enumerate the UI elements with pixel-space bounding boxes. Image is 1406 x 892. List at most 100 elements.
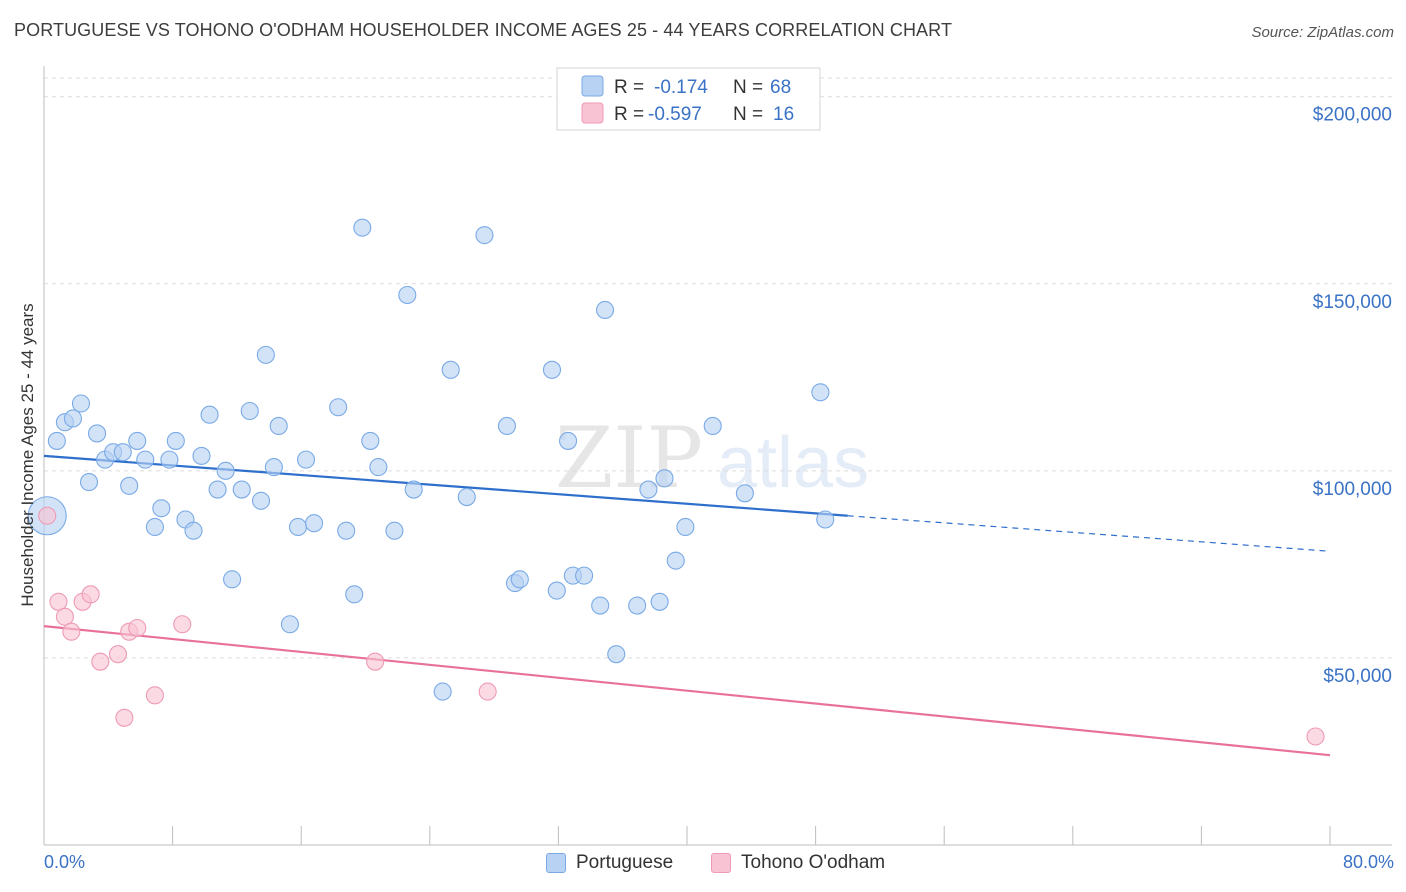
- legend-n-label: N =: [733, 104, 763, 125]
- data-point-portuguese: [128, 431, 147, 450]
- data-point-portuguese: [666, 551, 685, 570]
- data-point-portuguese: [345, 585, 364, 604]
- legend-r-label: R =: [614, 104, 644, 125]
- data-point-tohono: [1306, 727, 1325, 746]
- y-tick-labels: $50,000 $100,000 $150,000 $200,000: [1313, 105, 1392, 687]
- data-point-portuguese: [441, 360, 460, 379]
- legend-label-tohono: Tohono O'odham: [741, 852, 886, 873]
- watermark: ZIP atlas: [555, 409, 869, 507]
- data-point-tohono: [91, 652, 110, 671]
- legend-n-value: 16: [773, 104, 794, 125]
- data-point-portuguese: [288, 517, 308, 537]
- data-point-portuguese: [558, 431, 578, 450]
- data-point-portuguese: [457, 487, 476, 507]
- correlation-legend: R = -0.174 N = 68 R = -0.597 N = 16: [556, 67, 821, 131]
- data-point-tohono: [478, 682, 497, 701]
- data-point-portuguese: [87, 424, 107, 443]
- legend-item-tohono: Tohono O'odham: [711, 852, 885, 874]
- y-tick-label: $50,000: [1323, 666, 1392, 687]
- axes: [43, 66, 1392, 846]
- data-point-portuguese: [337, 521, 356, 540]
- data-point-portuguese: [120, 476, 139, 495]
- data-point-portuguese: [816, 510, 835, 529]
- data-point-portuguese: [192, 446, 211, 465]
- y-tick-label: $150,000: [1313, 292, 1392, 313]
- data-point-portuguese: [607, 645, 626, 664]
- data-points: [27, 218, 1325, 746]
- data-point-tohono: [173, 615, 192, 634]
- data-point-portuguese: [329, 398, 348, 417]
- data-point-tohono: [55, 607, 74, 626]
- series-legend: Portuguese Tohono O'odham: [0, 852, 1406, 876]
- data-point-portuguese: [216, 461, 235, 480]
- data-point-portuguese: [591, 596, 610, 615]
- data-point-portuguese: [353, 218, 372, 237]
- data-point-portuguese: [166, 431, 185, 450]
- data-point-portuguese: [676, 517, 695, 537]
- data-point-portuguese: [280, 615, 299, 634]
- legend-label-portuguese: Portuguese: [576, 852, 674, 873]
- data-point-portuguese: [475, 226, 494, 245]
- trend-line-portuguese-extension: [847, 515, 1331, 552]
- data-point-portuguese: [251, 491, 271, 510]
- trend-lines: [43, 454, 1331, 757]
- data-point-tohono: [49, 592, 68, 611]
- x-tick-label-min: 0.0%: [44, 852, 86, 872]
- data-point-portuguese: [639, 480, 658, 499]
- data-point-tohono: [145, 686, 164, 705]
- data-point-portuguese: [232, 480, 251, 499]
- data-point-portuguese: [361, 431, 380, 450]
- data-point-portuguese: [650, 592, 669, 611]
- data-point-portuguese: [655, 469, 674, 488]
- data-point-portuguese: [145, 517, 164, 537]
- data-point-portuguese: [547, 581, 566, 600]
- data-point-portuguese: [200, 405, 219, 424]
- y-tick-label: $200,000: [1313, 105, 1392, 126]
- legend-r-label: R =: [614, 77, 644, 98]
- data-point-tohono: [108, 645, 127, 664]
- data-point-portuguese: [497, 416, 517, 436]
- data-point-portuguese: [735, 484, 754, 503]
- trend-line-portuguese: [43, 454, 848, 517]
- data-point-portuguese: [113, 443, 132, 462]
- data-point-tohono: [38, 506, 57, 525]
- data-point-portuguese: [398, 285, 417, 305]
- data-point-portuguese: [595, 300, 615, 320]
- data-point-portuguese: [575, 566, 594, 585]
- data-point-portuguese: [510, 570, 529, 589]
- data-point-portuguese: [79, 473, 99, 492]
- data-point-portuguese: [628, 596, 647, 615]
- chart-title: PORTUGUESE VS TOHONO O'ODHAM HOUSEHOLDER…: [14, 20, 953, 40]
- legend-swatch-portuguese: [581, 75, 604, 97]
- data-point-portuguese: [811, 383, 830, 402]
- data-point-portuguese: [385, 521, 404, 540]
- data-point-portuguese: [208, 480, 227, 499]
- data-point-portuguese: [223, 570, 242, 589]
- data-point-portuguese: [369, 458, 388, 477]
- legend-swatch-tohono: [581, 102, 604, 124]
- x-tick-label-max: 80.0%: [1342, 852, 1394, 872]
- legend-n-label: N =: [733, 77, 763, 98]
- data-point-portuguese: [240, 401, 259, 421]
- data-point-portuguese: [433, 682, 452, 701]
- data-point-portuguese: [404, 480, 423, 499]
- legend-item-portuguese: Portuguese: [546, 852, 673, 874]
- y-axis-title: Householder Income Ages 25 - 44 years: [18, 303, 37, 607]
- data-point-portuguese: [542, 360, 562, 379]
- gridlines: [44, 77, 1392, 659]
- data-point-tohono: [366, 652, 385, 671]
- data-point-portuguese: [296, 450, 316, 469]
- data-point-portuguese: [269, 416, 288, 436]
- legend-n-value: 68: [770, 77, 791, 98]
- data-point-portuguese: [703, 416, 722, 436]
- legend-r-value: -0.174: [654, 77, 708, 98]
- legend-swatch-tohono: [711, 853, 731, 873]
- data-point-tohono: [62, 622, 81, 641]
- data-point-portuguese: [256, 345, 275, 364]
- legend-r-value: -0.597: [648, 104, 702, 125]
- data-point-tohono: [128, 618, 147, 638]
- data-point-portuguese: [47, 431, 66, 450]
- data-point-portuguese: [264, 458, 283, 477]
- data-point-portuguese: [160, 450, 179, 469]
